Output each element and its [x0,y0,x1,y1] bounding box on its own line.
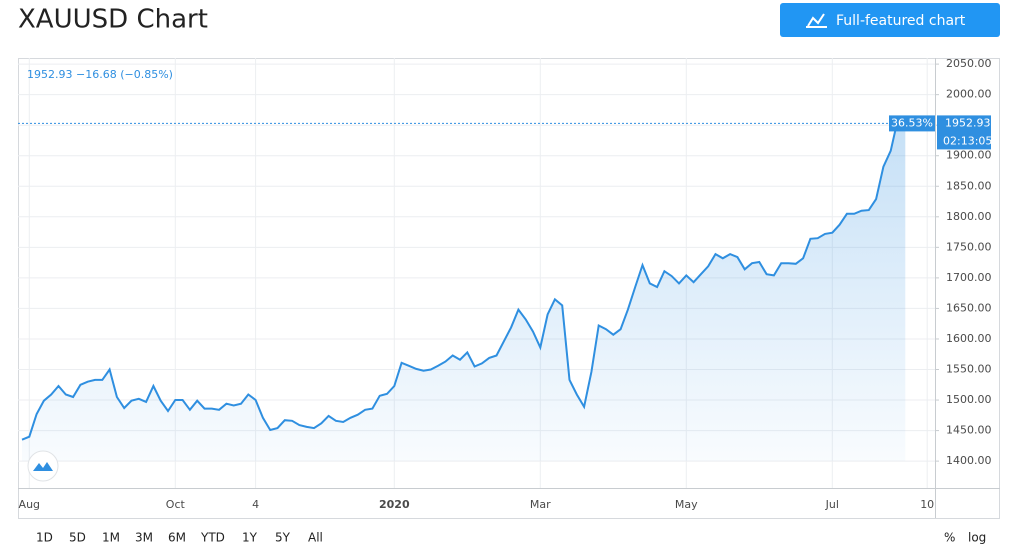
range-button[interactable]: 1D [36,531,53,545]
y-tick-label: 1700.00 [946,271,992,284]
y-tick-label: 1650.00 [946,301,992,314]
x-tick-label: 2020 [379,498,410,511]
button-bg[interactable] [780,3,1000,37]
x-tick-label: Oct [166,498,186,511]
scale-button[interactable]: log [968,531,986,545]
range-button[interactable]: All [308,531,323,545]
button-label[interactable]: Full-featured chart [836,13,966,29]
y-tick-label: 2050.00 [946,57,992,70]
y-tick-label: 1600.00 [946,332,992,345]
range-button[interactable]: 1M [102,531,120,545]
area-fill [22,118,906,461]
y-tick-label: 1900.00 [946,149,992,162]
x-tick-label: 4 [252,498,259,511]
y-tick-label: 1500.00 [946,393,992,406]
chart-title: XAUUSD Chart [18,5,208,35]
y-tick-label: 1550.00 [946,363,992,376]
x-tick-label: Mar [530,498,551,511]
range-button[interactable]: YTD [200,531,225,545]
full-chart-button[interactable]: Full-featured chart [780,3,1000,37]
countdown-label: 02:13:05 [943,134,992,147]
y-tick-label: 1450.00 [946,424,992,437]
range-button[interactable]: 5Y [275,531,291,545]
x-tick-label: Aug [19,498,40,511]
range-button[interactable]: 6M [168,531,186,545]
range-button[interactable]: 5D [69,531,86,545]
logo-icon [33,462,53,471]
price-legend: 1952.93 −16.68 (−0.85%) [27,68,173,81]
y-tick-label: 1850.00 [946,179,992,192]
button-icon[interactable] [806,13,827,28]
x-tick-label: Jul [825,498,839,511]
chart-frame [18,58,1000,519]
y-tick-label: 1750.00 [946,240,992,253]
range-bar: 1D 5D 1M 3M 6M YTD 1Y 5Y All% log [36,531,986,545]
range-button[interactable]: 3M [135,531,153,545]
last-price-box [937,115,991,150]
logo [27,450,59,482]
last-price-label: 1952.93 [945,116,991,129]
y-tick-label: 1800.00 [946,210,992,223]
change-box [889,115,935,132]
x-tick-label: May [675,498,698,511]
plot: 36.53% 1952.93 02:13:05 [18,115,992,461]
logo-circle [27,450,59,482]
y-tick-label: 2000.00 [946,88,992,101]
range-button[interactable]: 1Y [242,531,258,545]
x-tick-label: 10 [920,498,934,511]
price-line [21,116,906,441]
y-tick-label: 1400.00 [946,454,992,467]
scale-button[interactable]: % [944,531,955,545]
change-label: 36.53% [891,116,933,129]
